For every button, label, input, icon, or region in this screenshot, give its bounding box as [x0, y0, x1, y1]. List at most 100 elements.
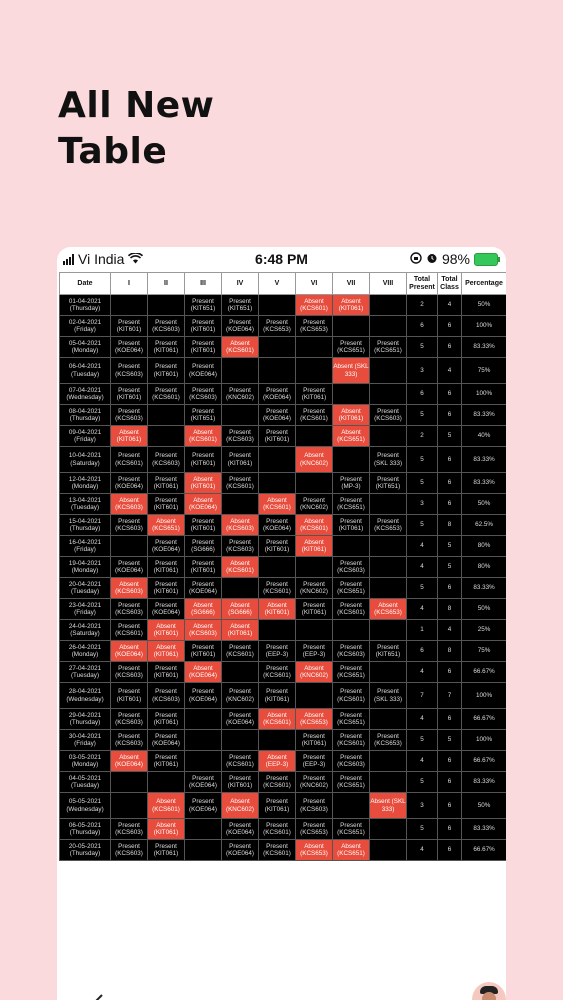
- total-present-cell: 3: [406, 493, 438, 515]
- present-cell: Present (KCS603): [295, 792, 333, 819]
- percentage-cell: 83.33%: [461, 472, 506, 494]
- present-cell: Present (KOE064): [184, 357, 222, 384]
- status-right: 98%: [410, 251, 500, 267]
- empty-cell: [184, 729, 222, 751]
- table-body: 01-04-2021 (Thursday) Present (KIT651) Pres…: [59, 294, 506, 861]
- date-cell: 06-05-2021 (Thursday): [59, 818, 111, 840]
- table-row: 03-05-2021 (Monday) Absent (KOE064) Present…: [59, 750, 506, 772]
- percentage-cell: 66.67%: [461, 750, 506, 772]
- present-cell: Present (KCS603): [110, 404, 148, 426]
- day-value: (Monday): [71, 347, 99, 354]
- day-value: (Friday): [74, 546, 96, 553]
- total-present-cell: 3: [406, 792, 438, 819]
- date-cell: 01-04-2021 (Thursday): [59, 294, 111, 316]
- present-cell: Present (KCS603): [110, 708, 148, 730]
- empty-cell: [221, 357, 259, 384]
- total-present-cell: 5: [406, 446, 438, 473]
- signal-icon: [63, 253, 74, 265]
- present-cell: Present (KIT601): [221, 771, 259, 793]
- present-cell: Present (MP-3): [332, 472, 370, 494]
- col-header: II: [147, 272, 185, 295]
- present-cell: Present (KCS653): [369, 729, 407, 751]
- percentage-cell: 83.33%: [461, 818, 506, 840]
- percentage-cell: 66.67%: [461, 708, 506, 730]
- total-class-cell: 8: [437, 598, 462, 620]
- absent-cell: Absent (KIT061): [110, 425, 148, 447]
- total-class-cell: 6: [437, 383, 462, 405]
- total-present-cell: 4: [406, 535, 438, 557]
- present-cell: Present (KCS601): [332, 729, 370, 751]
- day-value: (Tuesday): [70, 588, 100, 595]
- present-cell: Present (KOE064): [258, 514, 296, 536]
- day-value: (Wednesday): [66, 695, 104, 703]
- present-cell: Present (KCS651): [332, 708, 370, 730]
- date-cell: 10-04-2021 (Saturday): [59, 446, 111, 473]
- absent-cell: Absent (SKL 333): [332, 357, 370, 384]
- day-value: (Thursday): [69, 850, 101, 857]
- col-header: Total Present: [406, 272, 438, 295]
- day-value: (Saturday): [70, 459, 100, 467]
- present-cell: Present (KIT601): [258, 425, 296, 447]
- table-row: 27-04-2021 (Tuesday) Present (KCS603) Prese…: [59, 661, 506, 683]
- absent-cell: Absent (KCS601): [221, 556, 259, 578]
- date-cell: 07-04-2021 (Wednesday): [59, 383, 111, 405]
- present-cell: Present (KCS651): [332, 336, 370, 358]
- present-cell: Present (KIT601): [184, 336, 222, 358]
- date-value: 16-04-2021: [68, 538, 102, 546]
- col-header: VI: [295, 272, 333, 295]
- present-cell: Present (KCS651): [332, 818, 370, 840]
- total-present-cell: 5: [406, 404, 438, 426]
- present-cell: Present (EEP-3): [258, 640, 296, 662]
- absent-cell: Absent (KNC602): [221, 792, 259, 819]
- empty-cell: [295, 472, 333, 494]
- present-cell: Present (KCS603): [332, 556, 370, 578]
- present-cell: Present (KCS603): [332, 750, 370, 772]
- present-cell: Present (KOE064): [184, 792, 222, 819]
- date-value: 05-04-2021: [68, 339, 102, 347]
- empty-cell: [369, 771, 407, 793]
- total-class-cell: 4: [437, 619, 462, 641]
- absent-cell: Absent (KCS651): [332, 839, 370, 861]
- table-row: 01-04-2021 (Thursday) Present (KIT651) Pres…: [59, 294, 506, 316]
- present-cell: Present (KCS603): [110, 514, 148, 536]
- total-class-cell: 6: [437, 493, 462, 515]
- total-class-cell: 6: [437, 818, 462, 840]
- present-cell: Present (KIT061): [332, 514, 370, 536]
- total-class-cell: 4: [437, 357, 462, 384]
- avatar[interactable]: [472, 982, 506, 1000]
- present-cell: Present (KIT651): [184, 294, 222, 316]
- empty-cell: [258, 336, 296, 358]
- present-cell: Present (KCS601): [110, 446, 148, 473]
- battery-icon: [474, 252, 500, 266]
- date-value: 04-05-2021: [68, 774, 102, 782]
- present-cell: Present (EEP-3): [295, 640, 333, 662]
- present-cell: Present (KIT601): [258, 535, 296, 557]
- empty-cell: [184, 708, 222, 730]
- table-row: 06-04-2021 (Tuesday) Present (KCS603) Prese…: [59, 357, 506, 384]
- date-value: 01-04-2021: [68, 297, 102, 305]
- present-cell: Present (KCS603): [110, 357, 148, 384]
- present-cell: Present (KCS651): [332, 771, 370, 793]
- present-cell: Present (KOE064): [147, 598, 185, 620]
- day-value: (Thursday): [69, 415, 101, 422]
- present-cell: Present (KCS601): [221, 472, 259, 494]
- table-row: 05-05-2021 (Wednesday) Absent (KCS601) Pres…: [59, 792, 506, 819]
- headline-line1: All New: [58, 85, 215, 126]
- total-class-cell: 6: [437, 708, 462, 730]
- col-header: VII: [332, 272, 370, 295]
- present-cell: Present (KIT061): [147, 750, 185, 772]
- chevron-left-icon[interactable]: [93, 992, 105, 1000]
- empty-cell: [147, 425, 185, 447]
- total-class-cell: 5: [437, 556, 462, 578]
- empty-cell: [295, 682, 333, 709]
- table-row: 09-04-2021 (Friday) Absent (KIT061) Absent …: [59, 425, 506, 447]
- present-cell: Present (KIT601): [184, 556, 222, 578]
- date-cell: 03-05-2021 (Monday): [59, 750, 111, 772]
- col-header: V: [258, 272, 296, 295]
- present-cell: Present (SKL 333): [369, 446, 407, 473]
- percentage-cell: 50%: [461, 598, 506, 620]
- table-row: 29-04-2021 (Thursday) Present (KCS603) Pres…: [59, 708, 506, 730]
- table-row: 07-04-2021 (Wednesday) Present (KIT601) Pre…: [59, 383, 506, 405]
- table-row: 23-04-2021 (Friday) Present (KCS603) Presen…: [59, 598, 506, 620]
- present-cell: Present (KCS653): [295, 818, 333, 840]
